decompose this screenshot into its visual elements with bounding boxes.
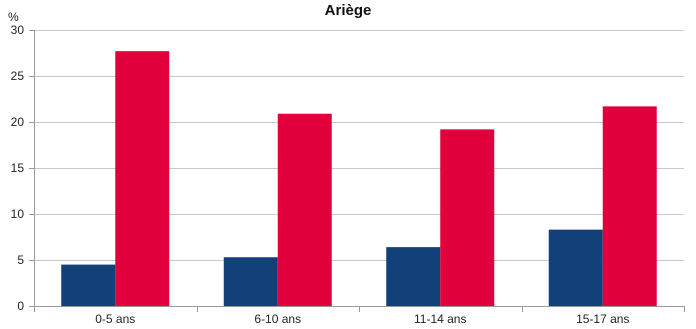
y-tick-label: 5 <box>17 253 24 267</box>
x-tick-labels: 0-5 ans 6-10 ans 11-14 ans 15-17 ans <box>95 312 629 326</box>
x-tick-label: 0-5 ans <box>95 312 135 326</box>
bar <box>548 229 603 306</box>
bar <box>223 257 278 306</box>
bar <box>440 129 495 306</box>
y-tick-label: 0 <box>17 299 24 313</box>
bar <box>115 51 170 306</box>
chart-title: Ariège <box>325 2 372 19</box>
axes <box>29 30 685 312</box>
y-tick-label: 30 <box>11 23 25 37</box>
x-tick-label: 6-10 ans <box>254 312 301 326</box>
bar <box>386 247 441 306</box>
bar <box>277 113 332 306</box>
y-tick-labels: 0 5 10 15 20 25 30 <box>11 23 25 313</box>
y-tick-label: 15 <box>11 161 25 175</box>
x-tick-label: 11-14 ans <box>414 312 466 326</box>
bar <box>602 106 657 306</box>
bars <box>61 51 657 306</box>
x-tick-label: 15-17 ans <box>576 312 629 326</box>
y-tick-label: 10 <box>11 207 25 221</box>
y-axis-label: % <box>8 10 19 24</box>
y-tick-label: 25 <box>11 69 25 83</box>
bar <box>61 264 116 306</box>
y-tick-label: 20 <box>11 115 25 129</box>
